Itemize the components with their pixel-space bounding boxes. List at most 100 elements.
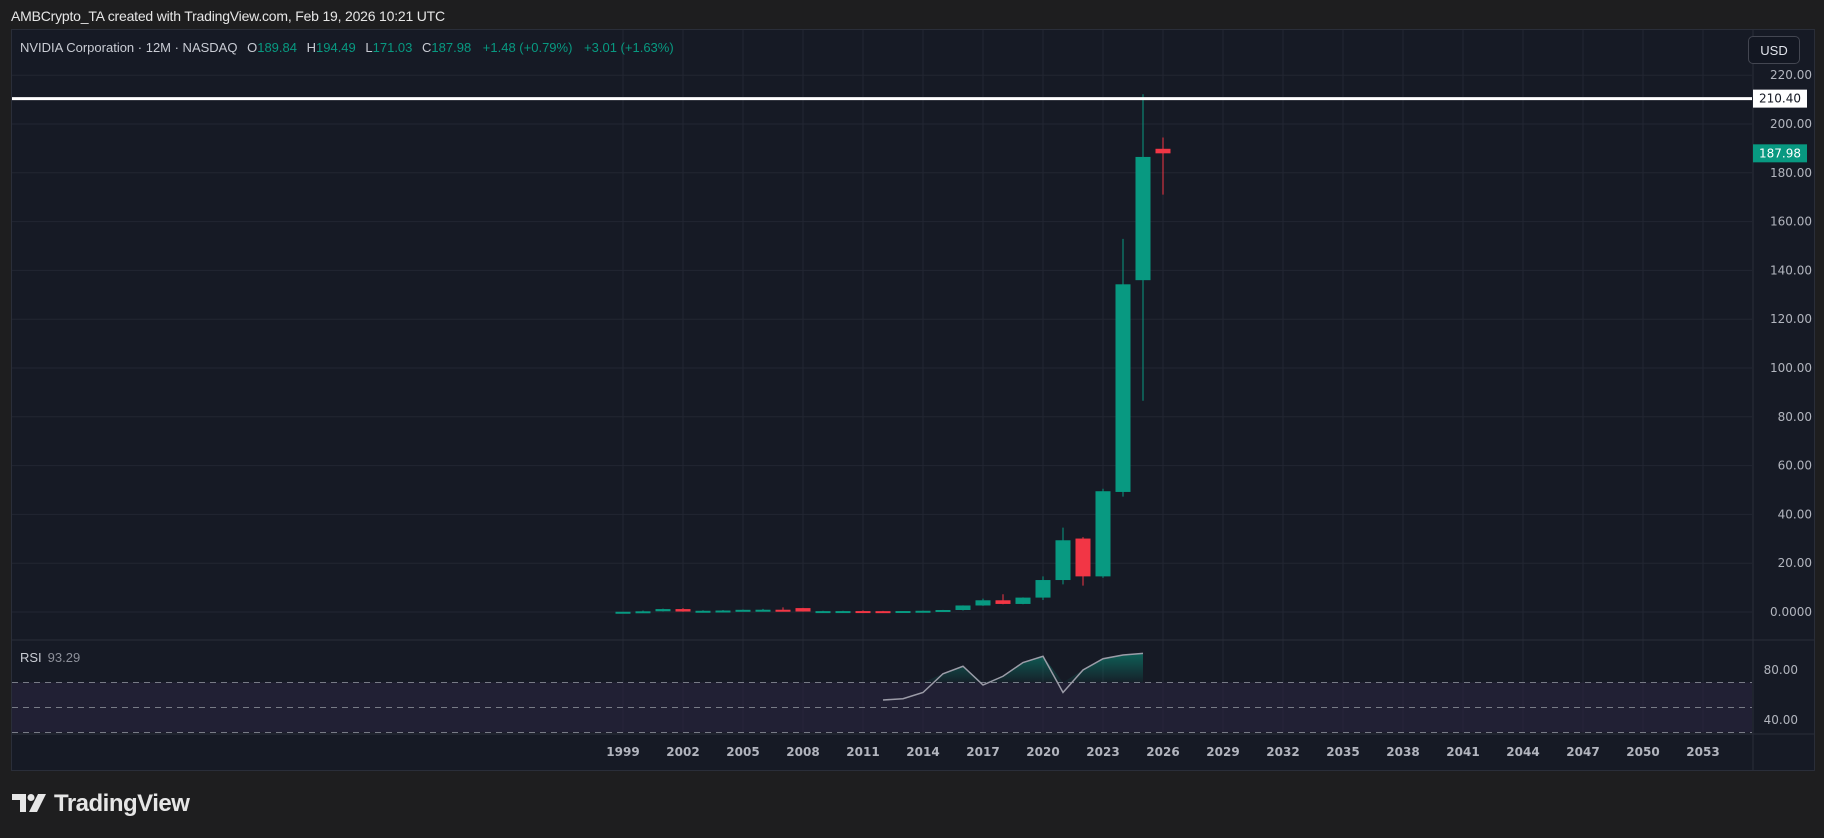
change-value-2: +3.01 (+1.63%) — [584, 40, 674, 55]
rsi-overbought-fill — [883, 653, 1143, 683]
candle — [1135, 94, 1151, 401]
candle — [795, 607, 811, 612]
horizontal-line-label-bg — [1753, 89, 1807, 108]
candle — [875, 610, 891, 614]
candle-body — [615, 611, 631, 614]
candle — [915, 610, 931, 613]
low-label: L — [365, 40, 373, 55]
price-axis-tick: 120.00 — [1770, 312, 1812, 326]
candle — [1055, 527, 1071, 585]
rsi-label[interactable]: RSI — [20, 650, 42, 665]
candle-body — [695, 610, 711, 613]
candle — [675, 608, 691, 612]
attribution-text: AMBCrypto_TA created with TradingView.co… — [11, 8, 445, 24]
candle — [1035, 576, 1051, 601]
time-axis-tick: 2008 — [786, 745, 819, 759]
candle — [815, 610, 831, 614]
time-axis-tick: 2011 — [846, 745, 879, 759]
horizontal-line-label: 210.40 — [1759, 92, 1801, 106]
candle — [775, 607, 791, 612]
candle-body — [855, 611, 871, 614]
candle-body — [755, 609, 771, 612]
time-axis-tick: 2047 — [1566, 745, 1599, 759]
candle — [855, 610, 871, 614]
candle-body — [875, 611, 891, 614]
close-value: 187.98 — [431, 40, 472, 55]
time-axis-tick: 2044 — [1506, 745, 1539, 759]
change-value: +1.48 (+0.79%) — [482, 40, 573, 55]
candle-body — [955, 605, 971, 610]
candle-body — [1135, 156, 1151, 281]
candle — [1015, 597, 1031, 605]
last-price-label-bg — [1753, 144, 1807, 163]
high-value: 194.49 — [316, 40, 356, 55]
price-axis-tick: 80.00 — [1778, 410, 1812, 424]
price-axis-tick: 180.00 — [1770, 166, 1812, 180]
brand-name: TradingView — [54, 790, 190, 817]
time-axis-tick: 2029 — [1206, 745, 1239, 759]
candle-body — [635, 611, 651, 614]
candle-body — [1015, 597, 1031, 604]
candle — [995, 594, 1011, 605]
candle — [955, 605, 971, 611]
last-price-label: 187.98 — [1759, 146, 1801, 160]
price-axis-tick: 0.0000 — [1770, 605, 1812, 619]
candle — [835, 610, 851, 614]
candle — [895, 611, 911, 614]
time-axis-tick: 2002 — [666, 745, 699, 759]
candle — [975, 598, 991, 606]
candle-body — [1155, 148, 1171, 154]
candle-body — [1035, 580, 1051, 598]
high-label: H — [306, 40, 316, 55]
time-axis-tick: 2014 — [906, 745, 939, 759]
candle-body — [1055, 540, 1071, 581]
tradingview-logo-icon — [12, 794, 46, 812]
candle-body — [1075, 538, 1091, 577]
candle-body — [735, 609, 751, 612]
candle — [1095, 488, 1111, 578]
symbol-name[interactable]: NVIDIA Corporation · 12M · NASDAQ — [20, 40, 238, 55]
candle-body — [1095, 491, 1111, 577]
candle-body — [815, 611, 831, 614]
candle-body — [795, 608, 811, 612]
candle-body — [675, 609, 691, 612]
candle — [755, 608, 771, 612]
tradingview-logo[interactable]: TradingView — [12, 790, 190, 818]
price-axis-tick: 20.00 — [1778, 556, 1812, 570]
chart-canvas[interactable]: 220.00 200.00 180.00 160.00 140.00 120.00 100.… — [12, 30, 1814, 770]
time-axis-tick: 2017 — [966, 745, 999, 759]
time-axis-tick: 2041 — [1446, 745, 1479, 759]
candle — [715, 610, 731, 613]
candle — [1075, 537, 1091, 586]
chart-container[interactable]: 220.00 200.00 180.00 160.00 140.00 120.00 100.… — [11, 29, 1815, 771]
rsi-line — [882, 652, 1144, 701]
time-axis-tick: 2050 — [1626, 745, 1659, 759]
candle — [935, 609, 951, 612]
close-label: C — [422, 40, 432, 55]
candle — [735, 609, 751, 612]
price-axis-tick: 140.00 — [1770, 263, 1812, 277]
candle — [615, 611, 631, 614]
rsi-axis-tick: 80.00 — [1764, 663, 1798, 677]
candle-body — [715, 610, 731, 613]
candle — [695, 610, 711, 613]
price-axis-tick: 100.00 — [1770, 361, 1812, 375]
time-axis-tick: 2032 — [1266, 745, 1299, 759]
candle-body — [1115, 284, 1131, 492]
candle-body — [995, 600, 1011, 604]
low-value: 171.03 — [372, 40, 413, 55]
candle-body — [835, 611, 851, 614]
time-axis-tick: 2005 — [726, 745, 759, 759]
time-axis-tick: 2035 — [1326, 745, 1359, 759]
candle-body — [935, 609, 951, 612]
candle-body — [655, 609, 671, 612]
candle-body — [915, 610, 931, 613]
price-axis-tick: 40.00 — [1778, 507, 1812, 521]
time-axis-tick: 2038 — [1386, 745, 1419, 759]
open-value: 189.84 — [257, 40, 297, 55]
price-axis-tick: 60.00 — [1778, 459, 1812, 473]
currency-button[interactable]: USD — [1748, 36, 1800, 64]
price-axis-tick: 220.00 — [1770, 68, 1812, 82]
open-label: O — [247, 40, 258, 55]
candle — [1155, 137, 1171, 195]
